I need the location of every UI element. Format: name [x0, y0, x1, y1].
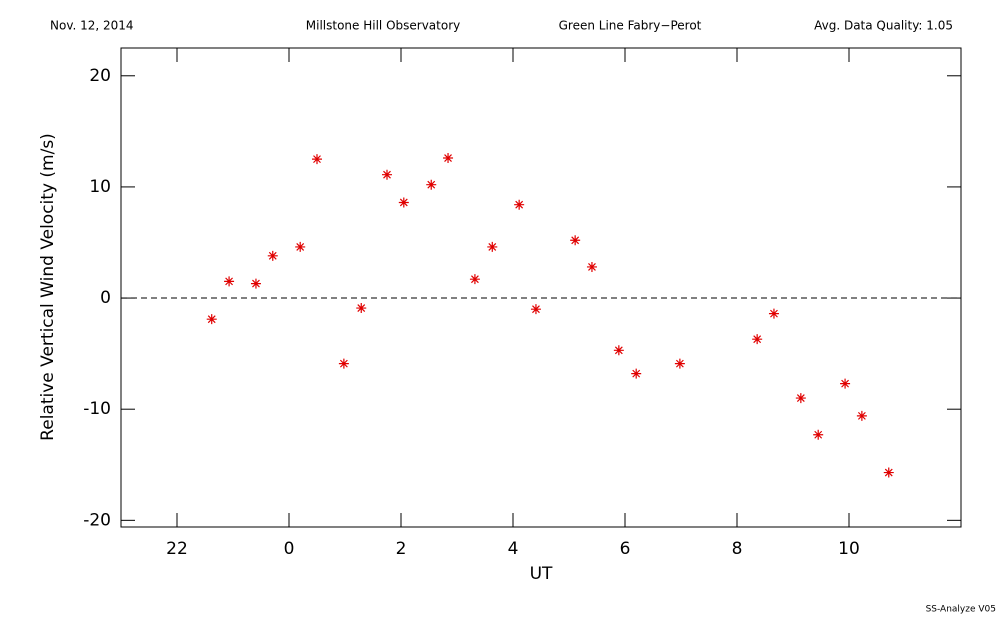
- data-point: [443, 153, 454, 164]
- plot-frame: [120, 47, 962, 528]
- data-point: [426, 179, 437, 190]
- header-instrument: Green Line Fabry−Perot: [559, 19, 702, 33]
- data-point: [224, 276, 235, 287]
- data-point: [382, 169, 392, 180]
- data-point: [840, 378, 851, 389]
- data-point: [487, 241, 498, 252]
- data-point: [795, 393, 806, 404]
- data-point: [312, 154, 322, 165]
- x-tick-label: 4: [508, 539, 519, 559]
- data-point: [586, 261, 597, 272]
- data-point: [752, 334, 763, 345]
- x-tick-label: 8: [732, 539, 743, 559]
- data-point: [398, 197, 409, 208]
- data-point: [295, 241, 306, 252]
- x-tick-label: 22: [166, 539, 188, 559]
- y-tick-label: 20: [89, 66, 111, 86]
- data-point: [469, 274, 480, 285]
- x-tick-label: 6: [620, 539, 631, 559]
- data-point: [768, 308, 779, 319]
- y-tick-label: -20: [83, 510, 111, 530]
- data-point: [813, 429, 824, 440]
- footer: SS-Analyze V05: [926, 605, 996, 615]
- data-point: [631, 368, 642, 379]
- y-tick-label: -10: [83, 399, 111, 419]
- data-point: [514, 199, 525, 210]
- header-quality: Avg. Data Quality: 1.05: [814, 19, 953, 33]
- data-point: [674, 358, 685, 369]
- x-tick-label: 10: [838, 539, 860, 559]
- data-point: [206, 314, 217, 325]
- x-tick-label: 0: [284, 539, 295, 559]
- data-point: [267, 250, 278, 261]
- data-point: [530, 304, 541, 315]
- data-point: [883, 467, 894, 478]
- y-axis-label: Relative Vertical Wind Velocity (m/s): [38, 133, 58, 441]
- data-point: [613, 345, 624, 356]
- data-point: [356, 303, 367, 314]
- data-point: [338, 358, 349, 369]
- data-point: [856, 410, 867, 421]
- y-tick-label: 0: [100, 288, 111, 308]
- header-date: Nov. 12, 2014: [50, 19, 134, 33]
- y-tick-label: 10: [89, 177, 111, 197]
- header-observatory: Millstone Hill Observatory: [306, 19, 460, 33]
- x-tick-label: 2: [396, 539, 407, 559]
- data-point: [570, 235, 581, 246]
- data-point: [250, 278, 261, 289]
- x-axis-label: UT: [530, 564, 553, 584]
